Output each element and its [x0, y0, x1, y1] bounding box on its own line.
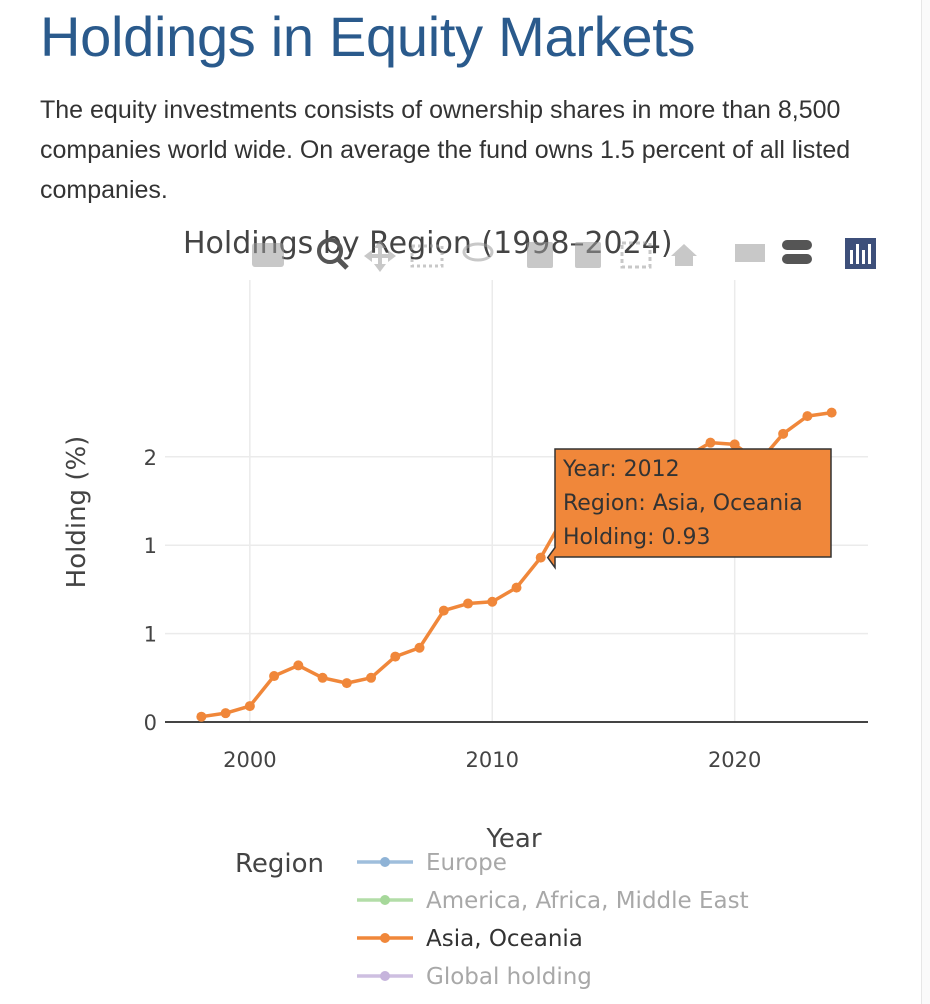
- autoscale-icon[interactable]: [620, 241, 652, 269]
- data-point[interactable]: [293, 660, 304, 671]
- data-point[interactable]: [826, 407, 837, 418]
- scrollbar-track[interactable]: [921, 0, 930, 1004]
- data-point[interactable]: [220, 708, 231, 719]
- legend-marker[interactable]: [380, 857, 390, 867]
- x-axis-ticks: 2000 2010 2020: [223, 748, 761, 772]
- legend-title: Region: [235, 849, 324, 879]
- tooltip-box: [546, 448, 832, 570]
- x-axis-title: Year: [485, 824, 541, 854]
- y-axis-ticks: 0 1 1 2: [144, 446, 157, 735]
- pan-icon[interactable]: [364, 240, 396, 272]
- legend-item-label[interactable]: Europe: [426, 850, 507, 876]
- data-point[interactable]: [705, 437, 716, 448]
- data-point[interactable]: [778, 428, 789, 439]
- y-tick-label: 1: [144, 534, 157, 558]
- compare-hover-icon[interactable]: [782, 240, 812, 264]
- reset-axes-icon[interactable]: [671, 244, 697, 266]
- data-point[interactable]: [341, 678, 352, 689]
- data-point[interactable]: [244, 701, 255, 712]
- y-tick-label: 2: [144, 446, 157, 470]
- camera-icon[interactable]: [252, 243, 284, 267]
- intro-paragraph: The equity investments consists of owner…: [40, 96, 851, 204]
- data-point[interactable]: [269, 671, 280, 682]
- y-tick-label: 1: [144, 623, 157, 647]
- x-tick-label: 2000: [223, 748, 276, 772]
- page-title: Holdings in Equity Markets: [40, 5, 696, 68]
- y-tick-label: 0: [144, 711, 157, 735]
- lasso-icon[interactable]: [462, 242, 494, 262]
- zoom-out-icon[interactable]: [575, 242, 601, 268]
- legend-item-label[interactable]: America, Africa, Middle East: [426, 888, 749, 914]
- legend-marker[interactable]: [380, 895, 390, 905]
- data-point[interactable]: [729, 439, 740, 450]
- spike-lines-icon[interactable]: [735, 244, 765, 262]
- data-point[interactable]: [802, 411, 813, 422]
- data-point[interactable]: [463, 598, 474, 609]
- zoom-icon[interactable]: [317, 238, 349, 270]
- data-point[interactable]: [535, 552, 546, 563]
- tooltip-holding: Holding: 0.93: [563, 525, 711, 550]
- legend-item-label[interactable]: Global holding: [426, 964, 592, 990]
- data-point[interactable]: [317, 672, 328, 683]
- hover-tooltip: Year: 2012 Region: Asia, Oceania Holding…: [546, 448, 832, 570]
- legend-item-label[interactable]: Asia, Oceania: [426, 926, 583, 952]
- tooltip-year: Year: 2012: [562, 457, 680, 482]
- data-point[interactable]: [366, 672, 377, 683]
- plotly-logo-icon[interactable]: [845, 238, 876, 269]
- x-tick-label: 2020: [708, 748, 761, 772]
- data-point[interactable]: [390, 651, 401, 662]
- modebar: [252, 238, 876, 272]
- zoom-in-icon[interactable]: [527, 242, 553, 268]
- data-point[interactable]: [487, 596, 498, 607]
- legend-marker[interactable]: [380, 933, 390, 943]
- data-point[interactable]: [438, 605, 449, 616]
- box-select-icon[interactable]: [410, 244, 444, 268]
- y-axis-title: Holding (%): [62, 436, 92, 589]
- data-point[interactable]: [196, 711, 207, 722]
- data-point[interactable]: [511, 582, 522, 593]
- legend: Region Europe America, Africa, Middle Eas…: [235, 849, 749, 990]
- x-tick-label: 2010: [466, 748, 519, 772]
- legend-marker[interactable]: [380, 971, 390, 981]
- data-point[interactable]: [414, 642, 425, 653]
- tooltip-region: Region: Asia, Oceania: [563, 491, 803, 516]
